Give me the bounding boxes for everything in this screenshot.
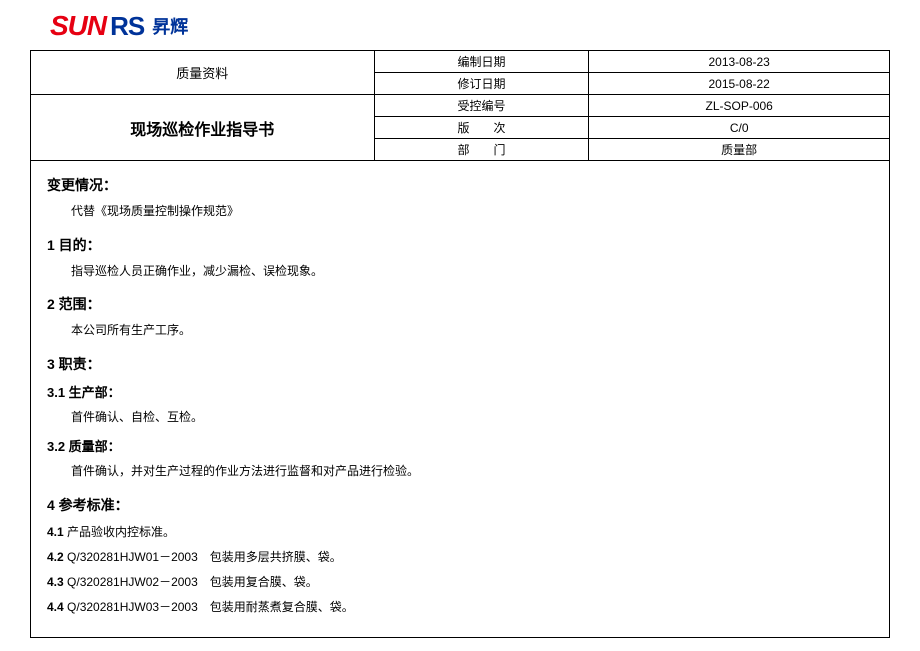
header-value-0: 2013-08-23: [589, 51, 890, 73]
s3-1-title: 3.1 生产部：: [47, 382, 873, 401]
header-value-1: 2015-08-22: [589, 73, 890, 95]
document-title: 现场巡检作业指导书: [31, 95, 375, 161]
s1-title: 1 目的：: [47, 235, 873, 255]
s4-text-2: Q/320281HJW02－2003 包装用复合膜、袋。: [64, 575, 318, 589]
s4-num-1: 4.2: [47, 550, 64, 564]
header-left-top: 质量资料: [31, 51, 375, 95]
s4-title: 4 参考标准：: [47, 495, 873, 515]
s3-title: 3 职责：: [47, 354, 873, 374]
content-box: 变更情况： 代替《现场质量控制操作规范》 1 目的： 指导巡检人员正确作业，减少…: [30, 161, 890, 638]
change-title: 变更情况：: [47, 175, 873, 195]
s4-num-2: 4.3: [47, 575, 64, 589]
change-text: 代替《现场质量控制操作规范》: [71, 201, 873, 223]
s4-item-2: 4.3 Q/320281HJW02－2003 包装用复合膜、袋。: [47, 573, 873, 590]
header-label-0: 编制日期: [374, 51, 589, 73]
header-value-4: 质量部: [589, 139, 890, 161]
s4-num-0: 4.1: [47, 525, 64, 539]
header-value-2: ZL-SOP-006: [589, 95, 890, 117]
s4-num-3: 4.4: [47, 600, 64, 614]
header-label-4: 部 门: [374, 139, 589, 161]
s3-2-title: 3.2 质量部：: [47, 436, 873, 455]
header-value-3: C/0: [589, 117, 890, 139]
logo: SUNRS 昇辉: [50, 10, 890, 42]
header-label-3: 版 次: [374, 117, 589, 139]
s4-text-3: Q/320281HJW03－2003 包装用耐蒸煮复合膜、袋。: [64, 600, 354, 614]
s1-text: 指导巡检人员正确作业，减少漏检、误检现象。: [71, 261, 873, 283]
s4-text-1: Q/320281HJW01－2003 包装用多层共挤膜、袋。: [64, 550, 342, 564]
s4-text-0: 产品验收内控标准。: [64, 525, 175, 539]
s3-1-text: 首件确认、自检、互检。: [71, 407, 873, 429]
s4-item-3: 4.4 Q/320281HJW03－2003 包装用耐蒸煮复合膜、袋。: [47, 598, 873, 615]
header-label-1: 修订日期: [374, 73, 589, 95]
logo-part1: SUN: [50, 10, 106, 42]
s3-2-text: 首件确认，并对生产过程的作业方法进行监督和对产品进行检验。: [71, 461, 873, 483]
logo-part2: RS: [110, 11, 144, 42]
s4-item-0: 4.1 产品验收内控标准。: [47, 523, 873, 540]
s2-text: 本公司所有生产工序。: [71, 320, 873, 342]
s4-item-1: 4.2 Q/320281HJW01－2003 包装用多层共挤膜、袋。: [47, 548, 873, 565]
header-label-2: 受控编号: [374, 95, 589, 117]
header-table: 质量资料 编制日期 2013-08-23 修订日期 2015-08-22 现场巡…: [30, 50, 890, 161]
s2-title: 2 范围：: [47, 294, 873, 314]
logo-chinese: 昇辉: [152, 13, 188, 39]
